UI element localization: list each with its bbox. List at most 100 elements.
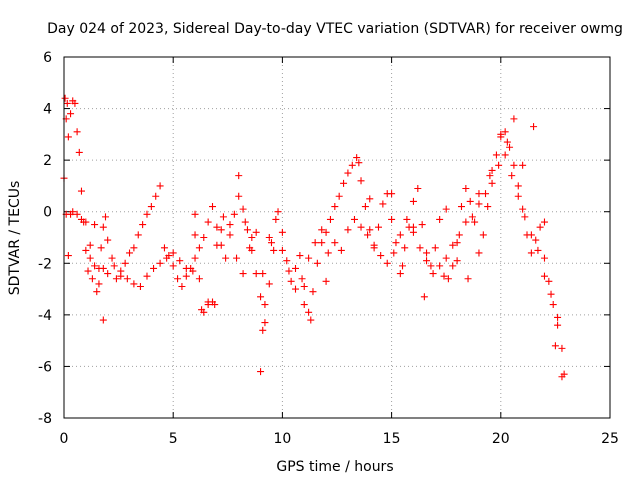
- data-point: [235, 172, 243, 180]
- data-point: [344, 169, 352, 177]
- data-point: [420, 293, 428, 301]
- data-point: [506, 143, 514, 151]
- data-point: [468, 213, 476, 221]
- chart-title: Day 024 of 2023, Sidereal Day-to-day VTE…: [47, 21, 623, 37]
- data-point: [241, 218, 249, 226]
- data-point: [235, 192, 243, 200]
- data-point: [540, 218, 548, 226]
- data-point: [462, 218, 470, 226]
- data-point: [86, 254, 94, 262]
- data-point: [64, 252, 72, 260]
- data-point: [147, 203, 155, 211]
- data-point: [475, 249, 483, 257]
- data-point: [283, 257, 291, 265]
- y-tick-label: -6: [38, 359, 52, 375]
- data-point: [307, 316, 315, 324]
- data-point: [348, 161, 356, 169]
- data-point: [63, 99, 71, 107]
- data-point: [91, 221, 99, 229]
- data-point: [278, 228, 286, 236]
- data-point: [252, 228, 260, 236]
- data-point: [527, 231, 535, 239]
- data-point: [444, 275, 452, 283]
- data-point: [143, 210, 151, 218]
- data-point: [82, 218, 90, 226]
- data-points: [60, 94, 568, 381]
- data-point: [272, 215, 280, 223]
- data-point: [189, 267, 197, 275]
- data-point: [84, 267, 92, 275]
- data-point: [204, 298, 212, 306]
- data-point: [475, 200, 483, 208]
- data-point: [130, 244, 138, 252]
- data-point: [213, 223, 221, 231]
- data-point: [449, 262, 457, 270]
- data-point: [545, 277, 553, 285]
- data-point: [143, 272, 151, 280]
- data-point: [532, 236, 540, 244]
- data-point: [350, 215, 358, 223]
- data-point: [160, 244, 168, 252]
- data-point: [259, 270, 267, 278]
- data-point: [156, 182, 164, 190]
- x-tick-label: 20: [492, 431, 510, 447]
- data-point: [246, 244, 254, 252]
- data-point: [337, 246, 345, 254]
- data-point: [226, 231, 234, 239]
- data-point: [97, 244, 105, 252]
- plot-frame: [63, 56, 611, 419]
- y-tick-label: 2: [43, 153, 52, 169]
- data-point: [178, 282, 186, 290]
- data-point: [139, 221, 147, 229]
- data-point: [514, 192, 522, 200]
- data-point: [558, 373, 566, 381]
- data-point: [300, 301, 308, 309]
- data-point: [492, 151, 500, 159]
- data-point: [549, 301, 557, 309]
- data-point: [388, 215, 396, 223]
- data-point: [265, 280, 273, 288]
- data-point: [285, 267, 293, 275]
- data-point: [436, 215, 444, 223]
- data-point: [331, 239, 339, 247]
- data-point: [510, 161, 518, 169]
- data-point: [495, 161, 503, 169]
- data-point: [355, 159, 363, 167]
- data-point: [176, 257, 184, 265]
- data-point: [163, 254, 171, 262]
- data-point: [69, 208, 77, 216]
- data-point: [453, 257, 461, 265]
- data-point: [383, 259, 391, 267]
- data-point: [239, 205, 247, 213]
- y-tick-label: 6: [43, 50, 52, 66]
- data-point: [442, 254, 450, 262]
- data-point: [396, 231, 404, 239]
- data-point: [353, 154, 361, 162]
- data-point: [540, 272, 548, 280]
- data-point: [67, 110, 75, 118]
- x-tick-label: 25: [601, 431, 619, 447]
- data-point: [261, 319, 269, 327]
- data-point: [73, 128, 81, 136]
- data-point: [95, 280, 103, 288]
- data-point: [191, 231, 199, 239]
- data-point: [243, 226, 251, 234]
- data-point: [99, 264, 107, 272]
- data-point: [169, 262, 177, 270]
- data-point: [195, 275, 203, 283]
- data-point: [521, 213, 529, 221]
- data-point: [257, 368, 265, 376]
- data-point: [423, 249, 431, 257]
- grid: [64, 57, 610, 418]
- data-point: [219, 213, 227, 221]
- data-point: [482, 190, 490, 198]
- data-point: [357, 223, 365, 231]
- data-point: [204, 218, 212, 226]
- data-point: [71, 99, 79, 107]
- y-tick-label: 4: [43, 102, 52, 118]
- y-tick-label: 0: [43, 205, 52, 221]
- data-point: [123, 275, 131, 283]
- data-point: [416, 244, 424, 252]
- data-point: [540, 254, 548, 262]
